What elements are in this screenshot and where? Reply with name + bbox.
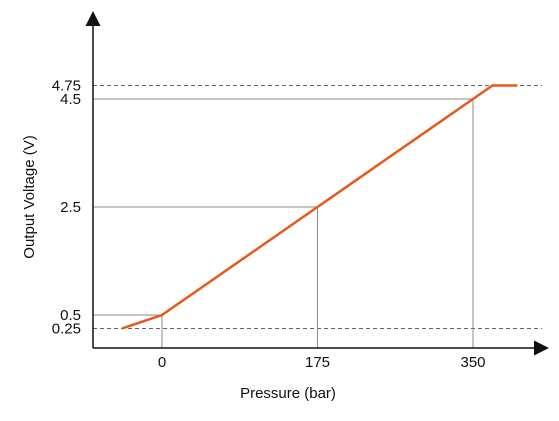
y-tick-label: 0.5 (60, 307, 81, 324)
y-axis-title: Output Voltage (V) (21, 135, 38, 258)
y-tick-label: 0.25 (52, 321, 81, 338)
series-line (121, 84, 518, 330)
x-tick-label: 175 (305, 354, 330, 371)
y-tick-label: 4.75 (52, 78, 81, 95)
x-axis-title: Pressure (bar) (240, 385, 336, 402)
y-tick-label: 2.5 (60, 199, 81, 216)
y-tick-label: 4.5 (60, 91, 81, 108)
x-tick-label: 350 (460, 354, 485, 371)
x-tick-label: 0 (158, 354, 166, 371)
